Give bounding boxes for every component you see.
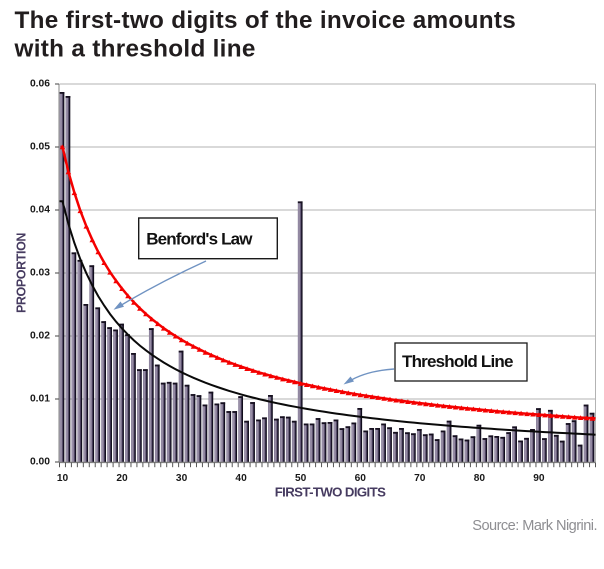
svg-text:30: 30	[176, 473, 188, 484]
svg-text:0.05: 0.05	[30, 142, 50, 153]
svg-text:0.06: 0.06	[30, 79, 50, 90]
svg-text:FIRST-TWO DIGITS: FIRST-TWO DIGITS	[275, 485, 386, 500]
svg-text:50: 50	[295, 473, 307, 484]
svg-text:0.02: 0.02	[30, 331, 50, 342]
svg-text:0.01: 0.01	[30, 394, 50, 405]
svg-text:with a threshold line: with a threshold line	[14, 35, 256, 62]
svg-text:80: 80	[474, 473, 486, 484]
svg-text:60: 60	[355, 473, 367, 484]
svg-text:40: 40	[235, 473, 247, 484]
svg-text:Threshold Line: Threshold Line	[402, 352, 513, 371]
svg-text:0.00: 0.00	[30, 457, 50, 468]
svg-text:10: 10	[57, 473, 69, 484]
svg-text:Benford's Law: Benford's Law	[146, 230, 253, 249]
svg-text:The first-two digits of the in: The first-two digits of the invoice amou…	[15, 7, 517, 34]
svg-text:0.03: 0.03	[30, 268, 50, 279]
svg-text:70: 70	[414, 473, 426, 484]
svg-text:20: 20	[116, 473, 128, 484]
svg-text:90: 90	[533, 473, 545, 484]
svg-text:Source: Mark Nigrini.: Source: Mark Nigrini.	[472, 518, 597, 534]
svg-text:0.04: 0.04	[30, 205, 50, 216]
svg-text:PROPORTION: PROPORTION	[15, 233, 29, 313]
